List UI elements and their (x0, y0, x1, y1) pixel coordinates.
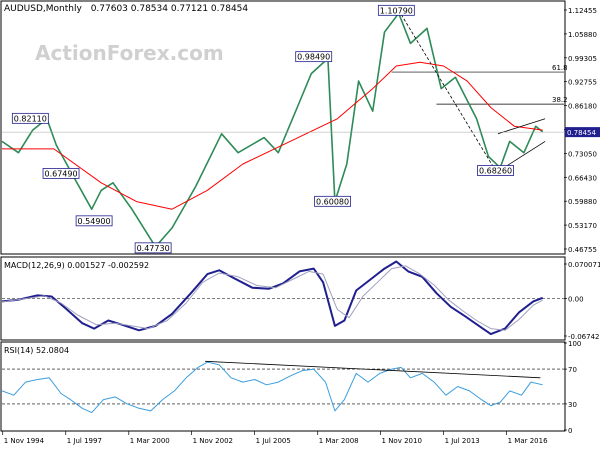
price-annotation-label: 0.98490 (297, 53, 330, 62)
macd-header: MACD(12,26,9) 0.001527 -0.002592 (4, 261, 149, 270)
symbol-label: AUDUSD,Monthly (4, 4, 82, 14)
macd-axis: 0.070071 0.00 -0.067423 (564, 261, 600, 341)
macd-y-tick-label: 0.070071 (568, 261, 600, 269)
price-annotation-box (477, 165, 514, 176)
time-tick-label: 1 Nov 2010 (382, 437, 422, 445)
price-y-tick-label: 0.86180 (568, 103, 597, 111)
macd-layer (1, 260, 564, 336)
price-annotation-box (377, 4, 415, 16)
ohlc-label: 0.77603 0.78534 0.77121 0.78454 (91, 4, 249, 14)
time-tick-label: 1 Mar 2000 (130, 437, 170, 445)
price-annotation-label: 0.68260 (479, 167, 512, 176)
last-price-badge (565, 127, 600, 138)
rsi-axis: 100 70 30 0 (564, 340, 581, 435)
price-annotation-box (75, 215, 113, 227)
price-y-tick-label: 0.73050 (568, 150, 597, 158)
price-annotation-box (11, 112, 49, 124)
rsi-y-tick-label: 0 (568, 427, 572, 435)
price-annotation-box (295, 51, 333, 63)
time-tick-label: 1 Jul 2013 (445, 437, 480, 445)
time-tick-label: 1 Nov 1994 (4, 437, 45, 445)
fib-label-0: 61.8 (552, 64, 568, 72)
price-annotation-label: 0.60080 (316, 197, 349, 206)
rsi-y-tick-label: 30 (568, 401, 577, 409)
price-y-tick-label: 1.12455 (568, 7, 597, 15)
macd-y-tick-label: 0.00 (568, 296, 584, 304)
price-annotation-label: 1.10790 (380, 6, 413, 15)
price-layer: 61.8 38.2 0.82110 0.67490 0.54900 0.47730 0.98… (1, 4, 568, 254)
time-tick-label: 1 Jul 2005 (256, 437, 291, 445)
rsi-line (1, 361, 543, 414)
price-annotation-label: 0.67490 (44, 169, 77, 178)
price-y-tick-label: 0.66430 (568, 174, 597, 182)
price-y-tick-label: 0.99305 (568, 55, 597, 63)
macd-macd-line (1, 260, 544, 336)
time-tick-label: 1 Mar 2008 (319, 437, 359, 445)
rsi-trendline (205, 360, 541, 379)
price-y-tick-label: 1.05880 (568, 31, 597, 39)
price-line (1, 12, 544, 248)
time-tick-label: 1 Jul 1997 (67, 437, 102, 445)
time-tick-label: 1 Mar 2016 (508, 437, 548, 445)
price-annotation-box (314, 195, 351, 207)
macd-y-tick-label: -0.067423 (568, 333, 600, 341)
price-y-tick-label: 0.46755 (568, 246, 597, 254)
rsi-panel-frame (0, 341, 566, 432)
watermark: ActionForex.com (35, 41, 224, 65)
time-tick-label: 1 Nov 2002 (193, 437, 233, 445)
last-price-label: 0.78454 (567, 129, 596, 137)
trendline-decline (398, 10, 496, 171)
macd-signal-line (1, 265, 543, 331)
price-annotation-label: 0.82110 (14, 114, 47, 123)
time-axis: 1 Nov 1994 1 Jul 1997 1 Mar 2000 1 Nov 2002… (2, 431, 548, 445)
trendline-channel-upper (497, 118, 546, 135)
price-y-tick-label: 0.53170 (568, 222, 597, 230)
price-y-tick-label: 0.92755 (568, 79, 597, 87)
rsi-layer (1, 360, 564, 414)
moving-average-line (2, 61, 543, 210)
price-annotation-label: 0.47730 (137, 244, 170, 253)
fib-label-1: 38.2 (552, 96, 568, 104)
price-annotation-box (42, 168, 80, 179)
price-annotation-box (134, 242, 172, 254)
rsi-y-tick-label: 100 (568, 340, 581, 348)
chart-header: AUDUSD,Monthly 0.77603 0.78534 0.77121 0… (4, 4, 248, 14)
rsi-header: RSI(14) 52.0804 (4, 346, 69, 355)
rsi-y-tick-label: 70 (568, 366, 577, 374)
price-annotation-label: 0.54900 (78, 217, 111, 226)
price-y-tick-label: 0.59880 (568, 198, 597, 206)
price-axis: 1.124551.058800.993050.927550.861800.796… (564, 7, 600, 254)
